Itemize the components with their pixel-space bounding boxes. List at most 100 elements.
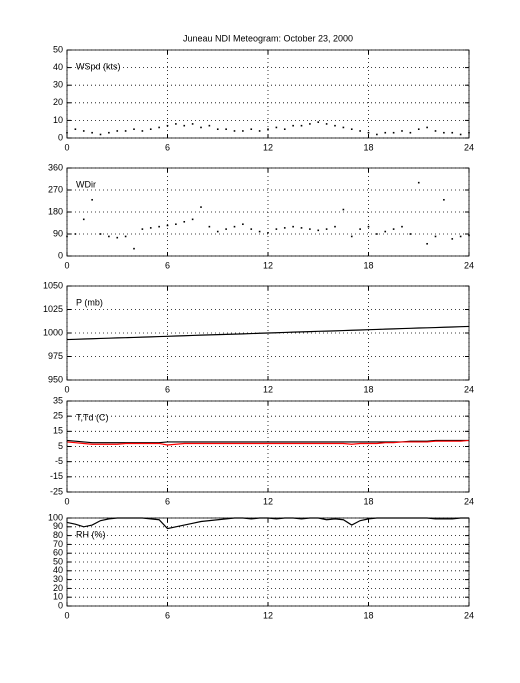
x-tick-label: 12	[263, 142, 273, 152]
point	[208, 124, 211, 127]
point	[82, 218, 85, 221]
point	[434, 130, 437, 132]
point	[216, 128, 219, 130]
point	[141, 228, 144, 230]
point	[166, 224, 169, 227]
point	[325, 123, 328, 125]
point	[233, 130, 236, 132]
y-tick-label: 20	[53, 583, 63, 593]
x-tick-label: 12	[263, 610, 273, 620]
point	[451, 131, 454, 134]
y-tick-label: 40	[53, 62, 63, 72]
point	[191, 123, 194, 125]
y-tick-label: 35	[53, 395, 63, 405]
point	[417, 181, 420, 184]
point	[225, 228, 227, 230]
point	[283, 227, 286, 229]
point	[267, 128, 269, 130]
point	[401, 130, 403, 132]
point	[149, 227, 152, 229]
point	[300, 124, 303, 127]
plot-frame	[66, 285, 470, 381]
y-tick-label: 360	[48, 162, 63, 172]
point	[258, 230, 261, 233]
y-tick-label: 80	[53, 530, 63, 540]
point	[342, 126, 345, 129]
point	[384, 230, 387, 233]
point	[384, 131, 387, 134]
point	[175, 223, 177, 226]
point	[242, 130, 244, 132]
point	[392, 228, 395, 230]
plot-frame	[66, 167, 470, 257]
point	[434, 235, 437, 238]
y-tick-label: 25	[53, 411, 63, 421]
point	[409, 131, 412, 134]
panel-label: WDir	[76, 179, 96, 189]
point	[183, 220, 186, 223]
point	[116, 130, 119, 132]
point	[158, 126, 160, 129]
y-tick-label: 975	[48, 351, 63, 361]
y-tick-label: 270	[48, 184, 63, 194]
point	[392, 131, 395, 134]
point	[267, 231, 269, 234]
point	[141, 130, 144, 132]
y-tick-label: -5	[55, 456, 63, 466]
page-title: Juneau NDI Meteogram: October 23, 2000	[183, 33, 353, 43]
point	[417, 128, 420, 130]
x-tick-label: 18	[363, 142, 373, 152]
x-tick-label: 6	[165, 496, 170, 506]
x-tick-label: 24	[464, 260, 474, 270]
point	[426, 242, 428, 245]
panel-label: P (mb)	[76, 297, 103, 307]
plot-frame	[66, 517, 470, 607]
y-tick-label: 950	[48, 374, 63, 384]
x-tick-label: 6	[165, 384, 170, 394]
y-tick-label: -15	[50, 471, 63, 481]
x-tick-label: 6	[165, 260, 170, 270]
x-tick-label: 6	[165, 610, 170, 620]
point	[133, 128, 135, 130]
point	[191, 218, 194, 221]
y-tick-label: 180	[48, 206, 63, 216]
point	[409, 233, 412, 235]
y-tick-label: 90	[53, 521, 63, 531]
y-tick-label: 50	[53, 556, 63, 566]
y-tick-label: 5	[58, 441, 63, 451]
panel-label: WSpd (kts)	[76, 61, 121, 71]
y-tick-label: 0	[58, 250, 63, 260]
x-tick-label: 0	[64, 260, 69, 270]
point	[149, 128, 152, 130]
line	[66, 439, 470, 446]
y-tick-label: 100	[48, 512, 63, 522]
y-tick-label: 15	[53, 426, 63, 436]
x-tick-label: 12	[263, 260, 273, 270]
point	[99, 133, 102, 136]
point	[309, 228, 311, 230]
y-tick-label: 1050	[43, 280, 63, 290]
point	[350, 235, 353, 238]
y-tick-label: 90	[53, 228, 63, 238]
point	[74, 233, 77, 235]
y-tick-label: 30	[53, 574, 63, 584]
y-tick-label: 1025	[43, 304, 63, 314]
point	[258, 130, 261, 132]
point	[233, 225, 236, 228]
y-tick-label: 0	[58, 132, 63, 142]
point	[451, 238, 454, 240]
y-tick-label: 40	[53, 565, 63, 575]
point	[275, 126, 278, 129]
x-tick-label: 0	[64, 142, 69, 152]
y-tick-label: 70	[53, 539, 63, 549]
point	[459, 235, 462, 238]
point	[275, 228, 278, 230]
point	[108, 131, 110, 134]
point	[116, 236, 119, 239]
point	[334, 124, 336, 127]
y-tick-label: -25	[50, 486, 63, 496]
x-tick-label: 12	[263, 496, 273, 506]
point	[200, 126, 202, 129]
x-tick-label: 24	[464, 610, 474, 620]
